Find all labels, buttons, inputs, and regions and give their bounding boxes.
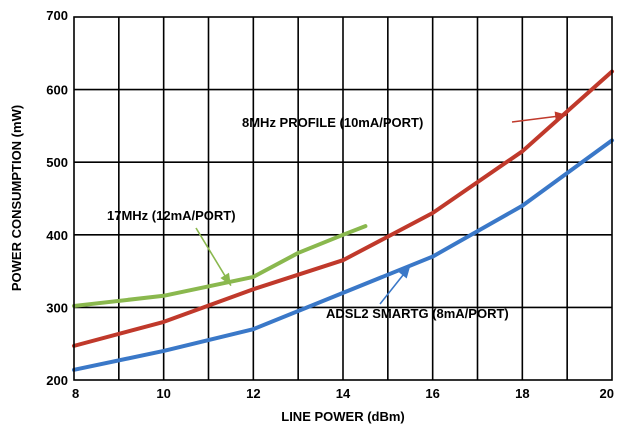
x-tick-label: 14 bbox=[336, 386, 351, 401]
callout-label-1: ADSL2 SMARTG (8mA/PORT) bbox=[326, 306, 509, 321]
y-tick-label: 200 bbox=[46, 373, 68, 388]
x-tick-label: 12 bbox=[246, 386, 260, 401]
x-axis-title: LINE POWER (dBm) bbox=[281, 409, 405, 424]
y-tick-label: 700 bbox=[46, 8, 68, 23]
x-tick-label: 20 bbox=[600, 386, 614, 401]
callout-arrowhead-1 bbox=[398, 266, 411, 279]
x-tick-label: 10 bbox=[156, 386, 170, 401]
callout-label-2: 17MHz (12mA/PORT) bbox=[107, 208, 236, 223]
series-line-0 bbox=[72, 69, 614, 348]
x-tick-label: 8 bbox=[72, 386, 79, 401]
callout-arrowhead-2 bbox=[220, 272, 231, 286]
series-line-2 bbox=[72, 224, 368, 308]
callout-arrowhead-0 bbox=[554, 111, 568, 122]
y-tick-labels: 200 300 400 500 600 700 bbox=[46, 8, 68, 388]
x-tick-labels: 8 10 12 14 16 18 20 bbox=[72, 386, 614, 401]
y-axis-title: POWER CONSUMPTION (mW) bbox=[9, 105, 24, 291]
series-layer bbox=[72, 69, 614, 372]
plot-frame bbox=[73, 16, 613, 381]
y-tick-label: 500 bbox=[46, 155, 68, 170]
y-tick-label: 400 bbox=[46, 228, 68, 243]
annotation-layer: 8MHz PROFILE (10mA/PORT) ADSL2 SMARTG (8m… bbox=[107, 111, 568, 321]
callout-label-0: 8MHz PROFILE (10mA/PORT) bbox=[242, 115, 423, 130]
y-tick-label: 600 bbox=[46, 83, 68, 98]
x-tick-label: 16 bbox=[425, 386, 439, 401]
y-tick-label: 300 bbox=[46, 300, 68, 315]
series-line-1 bbox=[72, 138, 614, 372]
x-tick-label: 18 bbox=[515, 386, 529, 401]
